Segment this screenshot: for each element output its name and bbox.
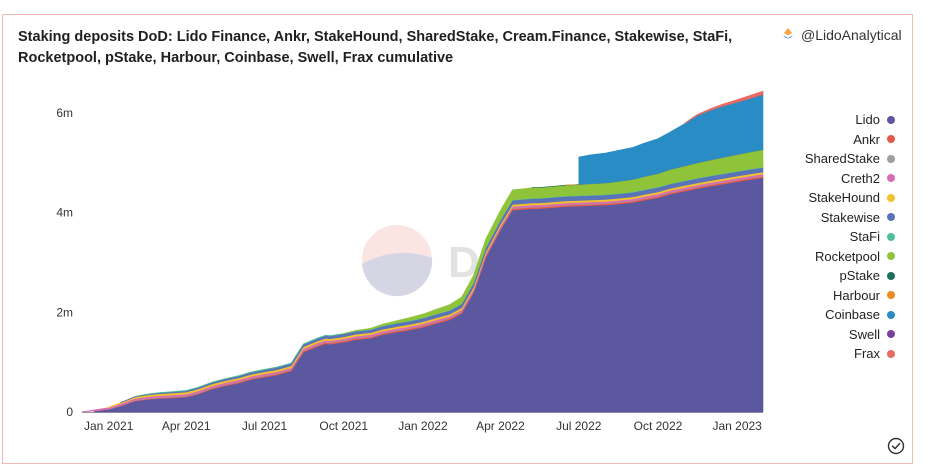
legend-item-pstake[interactable]: pStake <box>770 266 895 286</box>
y-tick-label: 4m <box>56 206 73 220</box>
legend-label: pStake <box>839 268 880 284</box>
x-tick-label: Oct 2021 <box>319 419 368 433</box>
check-circle-icon[interactable] <box>887 437 905 455</box>
legend-label: Rocketpool <box>814 248 880 264</box>
legend-item-coinbase[interactable]: Coinbase <box>770 305 895 325</box>
lido-logo-icon <box>783 28 793 39</box>
y-tick-label: 0 <box>66 405 73 419</box>
legend-dot <box>887 135 895 144</box>
legend-item-swell[interactable]: Swell <box>770 325 895 345</box>
legend-label: SharedStake <box>804 151 880 167</box>
legend-dot <box>887 252 895 261</box>
x-tick-label: Jan 2023 <box>712 419 762 433</box>
legend-dot <box>887 232 895 241</box>
y-tick-label: 2m <box>56 305 73 319</box>
legend-dot <box>887 174 895 183</box>
legend-label: Harbour <box>833 287 880 303</box>
legend-item-stakehound[interactable]: StakeHound <box>770 188 895 208</box>
area-coinbase <box>578 94 764 185</box>
y-tick-label: 6m <box>56 106 73 120</box>
legend-label: Stakewise <box>820 209 880 225</box>
legend-item-stakewise[interactable]: Stakewise <box>770 208 895 228</box>
legend-label: Frax <box>854 346 880 362</box>
legend-dot <box>887 271 895 280</box>
legend-item-ankr[interactable]: Ankr <box>770 130 895 150</box>
x-tick-label: Jul 2022 <box>556 419 602 433</box>
legend-dot <box>887 349 895 358</box>
legend-item-frax[interactable]: Frax <box>770 344 895 364</box>
legend-item-lido[interactable]: Lido <box>770 110 895 130</box>
legend-label: Coinbase <box>825 307 880 323</box>
area-lido <box>93 177 764 413</box>
legend-dot <box>887 154 895 163</box>
x-tick-label: Apr 2022 <box>476 419 525 433</box>
legend-dot <box>887 115 895 124</box>
author-link[interactable]: @LidoAnalytical <box>781 27 902 43</box>
legend-item-rocketpool[interactable]: Rocketpool <box>770 247 895 267</box>
author-name: @LidoAnalytical <box>801 27 902 43</box>
x-tick-label: Apr 2021 <box>162 419 211 433</box>
legend: Lido Ankr SharedStake Creth2 StakeHound Stake… <box>770 110 895 364</box>
legend-label: Swell <box>848 326 880 342</box>
legend-item-harbour[interactable]: Harbour <box>770 286 895 306</box>
legend-dot <box>887 291 895 300</box>
area-frax <box>684 90 764 124</box>
legend-label: Creth2 <box>840 170 880 186</box>
x-tick-label: Jan 2021 <box>84 419 134 433</box>
legend-dot <box>887 330 895 339</box>
x-tick-label: Jan 2022 <box>398 419 448 433</box>
legend-label: Lido <box>855 112 880 128</box>
legend-dot <box>887 193 895 202</box>
legend-label: Ankr <box>853 131 880 147</box>
legend-item-creth2[interactable]: Creth2 <box>770 169 895 189</box>
chart-title: Staking deposits DoD: Lido Finance, Ankr… <box>18 29 733 66</box>
legend-dot <box>887 310 895 319</box>
legend-label: StaFi <box>849 229 880 245</box>
legend-dot <box>887 213 895 222</box>
legend-item-sharedstake[interactable]: SharedStake <box>770 149 895 169</box>
legend-label: StakeHound <box>808 190 880 206</box>
x-tick-label: Oct 2022 <box>634 419 683 433</box>
legend-item-stafi[interactable]: StaFi <box>770 227 895 247</box>
x-tick-label: Jul 2021 <box>242 419 288 433</box>
